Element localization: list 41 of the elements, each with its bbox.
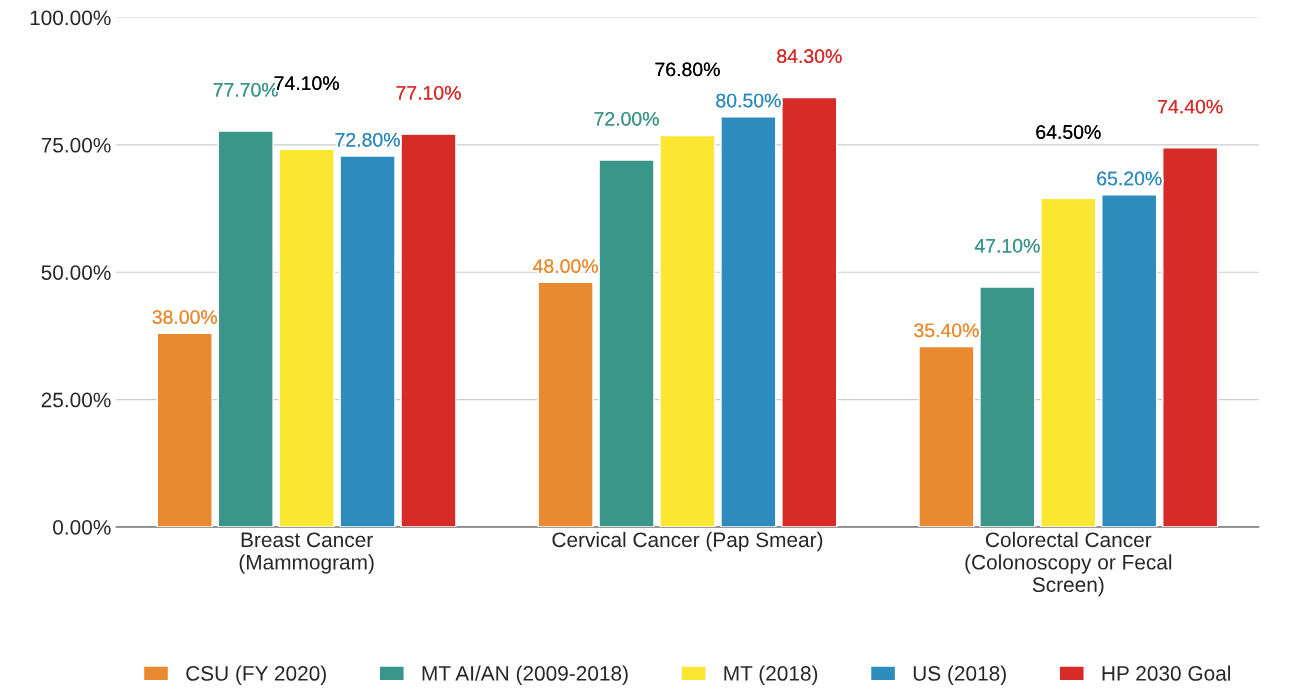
data-label: 38.00%: [152, 310, 218, 324]
data-label: 80.50%: [716, 93, 781, 108]
data-label: 48.00%: [533, 259, 598, 274]
x-tick-label: Cervical Cancer (Pap Smear): [552, 531, 823, 552]
y-tick-label: 75.00%: [41, 137, 111, 153]
x-tick-label: Breast Cancer (Mammogram): [239, 532, 374, 574]
y-tick-label: 50.00%: [41, 265, 111, 280]
data-label: 35.40%: [914, 323, 979, 338]
data-label: 77.10%: [396, 85, 461, 100]
data-label: 65.20%: [1097, 171, 1162, 186]
legend-label: CSU (FY 2020): [186, 665, 326, 685]
data-label: 64.50%: [1036, 125, 1101, 139]
bar: [278, 148, 335, 527]
bar: [339, 155, 396, 527]
legend-label: US (2018): [913, 665, 1006, 685]
bar: [156, 332, 213, 527]
bar: [720, 116, 777, 527]
legend-label: MT (2018): [724, 665, 818, 685]
data-label: 72.00%: [594, 111, 659, 126]
data-label: 47.10%: [974, 238, 1040, 253]
bar: [1040, 197, 1097, 527]
bar: [1162, 147, 1219, 527]
bar: [1101, 194, 1158, 527]
legend-label: HP 2030 Goal: [1102, 665, 1231, 681]
data-label: 72.80%: [335, 132, 400, 147]
bar: [537, 281, 594, 527]
bar: [217, 130, 274, 527]
legend-label: MT AI/AN (2009-2018): [422, 665, 628, 685]
bar: [400, 133, 457, 527]
data-label: 84.30%: [777, 49, 842, 64]
bar: [598, 159, 655, 527]
bar: [979, 286, 1036, 527]
bar: [659, 134, 716, 527]
data-label: 76.80%: [655, 62, 720, 77]
data-label: 74.40%: [1158, 99, 1223, 114]
y-tick-label: 0.00%: [53, 519, 111, 535]
bar: [918, 345, 975, 527]
bar: [781, 96, 838, 527]
x-tick-label: Colorectal Cancer (Colonoscopy or Fecal Screen): [965, 531, 1172, 597]
y-tick-label: 25.00%: [41, 392, 111, 408]
y-tick-label: 100.00%: [30, 10, 111, 26]
